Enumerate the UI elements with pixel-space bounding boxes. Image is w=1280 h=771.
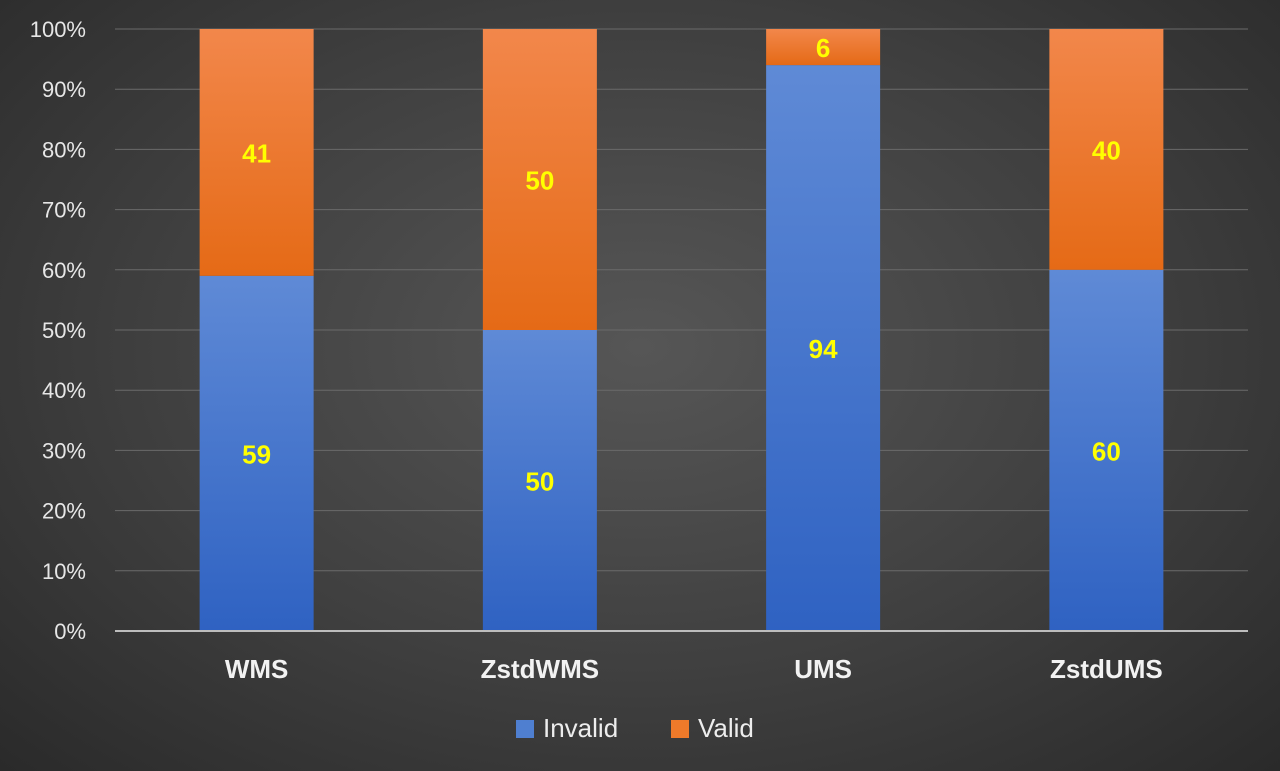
axes: 0% 10% 20% 30% 40% 50% 60% 70% 80% 90% 100% WMS Zstd…	[30, 17, 1248, 684]
y-tick-label: 80%	[42, 137, 86, 162]
data-label: 6	[816, 33, 830, 63]
x-tick-label: UMS	[794, 654, 852, 684]
y-tick-label: 50%	[42, 318, 86, 343]
x-tick-label: WMS	[225, 654, 289, 684]
y-tick-label: 100%	[30, 17, 86, 42]
bar-segment-invalid	[1049, 269, 1164, 631]
legend-swatch-invalid	[516, 720, 534, 738]
data-label: 40	[1092, 135, 1121, 165]
y-tick-label: 0%	[54, 619, 86, 644]
y-tick-label: 60%	[42, 258, 86, 283]
legend-label-invalid: Invalid	[543, 713, 618, 743]
legend-swatch-valid	[671, 720, 689, 738]
y-tick-label: 10%	[42, 559, 86, 584]
bar-segment-valid	[1049, 29, 1164, 270]
data-label: 50	[525, 467, 554, 497]
data-label: 50	[525, 166, 554, 196]
y-tick-label: 20%	[42, 499, 86, 524]
bars: 59 41 50 50 94 6 60 40	[199, 29, 1164, 632]
bar-segment-invalid	[199, 275, 314, 631]
data-label: 94	[809, 334, 838, 364]
y-tick-label: 90%	[42, 77, 86, 102]
legend: Invalid Valid	[516, 713, 754, 743]
bar-segment-valid	[199, 29, 314, 276]
x-tick-label: ZstdWMS	[481, 654, 599, 684]
data-label: 60	[1092, 436, 1121, 466]
data-label: 41	[242, 138, 271, 168]
bar-segment-invalid	[766, 65, 881, 632]
y-tick-label: 70%	[42, 198, 86, 223]
y-tick-label: 30%	[42, 438, 86, 463]
bar-segment-valid	[482, 29, 597, 330]
legend-label-valid: Valid	[698, 713, 754, 743]
x-tick-label: ZstdUMS	[1050, 654, 1163, 684]
bar-segment-valid	[766, 29, 881, 66]
y-tick-label: 40%	[42, 378, 86, 403]
data-label: 59	[242, 439, 271, 469]
bar-segment-invalid	[482, 330, 597, 631]
